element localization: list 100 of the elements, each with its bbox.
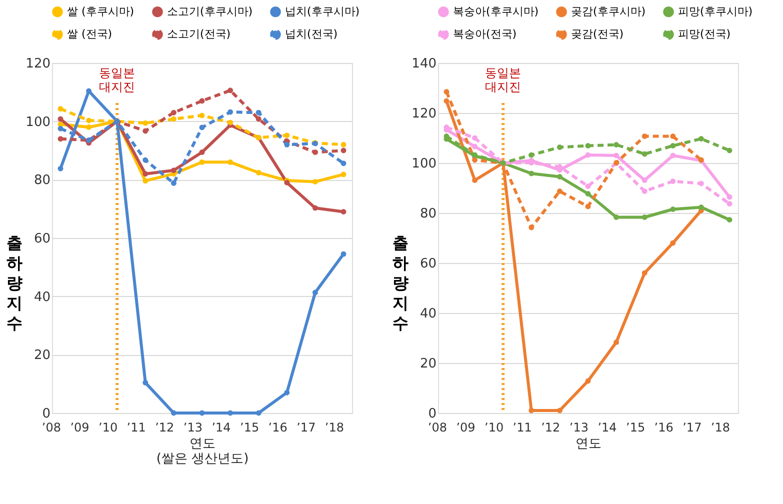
ref-line-label: 동일본 대지진	[99, 66, 136, 94]
x-tick-label: ’13	[569, 420, 588, 434]
point	[256, 116, 262, 122]
point	[170, 116, 176, 122]
point	[726, 148, 732, 154]
point	[256, 410, 262, 416]
point	[614, 214, 620, 220]
point	[585, 152, 591, 158]
point	[142, 380, 148, 386]
point	[199, 124, 205, 130]
x-tick-label: ’18	[710, 420, 730, 434]
point	[556, 144, 562, 150]
x-tick-label: ’10	[98, 420, 118, 434]
point	[614, 340, 620, 345]
point	[556, 188, 562, 194]
point	[444, 98, 450, 104]
point	[142, 128, 148, 134]
point	[340, 160, 346, 166]
x-tick-label: ’11	[126, 420, 146, 434]
point	[199, 159, 205, 165]
point	[228, 410, 234, 416]
x-axis-title: 연도	[576, 436, 602, 452]
x-tick-label: ’09	[70, 420, 90, 434]
point	[142, 178, 148, 184]
x-tick-label: ’10	[484, 420, 504, 434]
point	[170, 168, 176, 174]
point	[284, 132, 290, 138]
y-tick-label: 0	[42, 406, 50, 422]
point	[228, 88, 234, 94]
x-tick-label: ’12	[541, 420, 560, 434]
point	[228, 109, 234, 115]
point	[585, 191, 591, 196]
y-axis-title: 출하량 지수	[392, 234, 408, 332]
point	[670, 178, 676, 184]
point	[698, 136, 704, 142]
point	[312, 205, 318, 211]
point	[472, 135, 478, 141]
point	[58, 166, 64, 172]
x-tick-label: ’15	[626, 420, 646, 434]
point	[642, 178, 648, 183]
point	[170, 180, 176, 186]
y-tick-label: 60	[34, 232, 50, 246]
point	[528, 408, 534, 414]
y-tick-label: 60	[420, 256, 436, 272]
point	[58, 116, 64, 122]
point	[726, 194, 732, 200]
point	[614, 152, 620, 158]
point	[256, 170, 262, 176]
point	[284, 142, 290, 148]
y-tick-label: 120	[412, 106, 436, 122]
legend-label: 넙치(후쿠시마)	[285, 4, 360, 18]
point	[58, 126, 64, 132]
point	[444, 89, 450, 94]
point	[726, 201, 732, 206]
y-tick-label: 140	[412, 56, 436, 72]
point	[199, 150, 205, 155]
point	[86, 124, 92, 130]
x-tick-label: ’14	[212, 420, 231, 434]
point	[472, 178, 478, 183]
point	[170, 410, 176, 416]
point	[86, 118, 92, 124]
point	[58, 136, 64, 142]
x-tick-label: ’11	[512, 420, 532, 434]
point	[340, 142, 346, 148]
legend-label: 곶감(후쿠시마)	[571, 4, 646, 18]
point	[585, 204, 591, 210]
point	[528, 152, 534, 158]
point	[726, 217, 732, 222]
y-tick-label: 80	[34, 173, 50, 188]
point	[340, 209, 346, 214]
point	[228, 159, 234, 165]
point	[642, 270, 648, 276]
point	[199, 98, 205, 104]
point	[670, 240, 676, 246]
point	[142, 171, 148, 177]
point	[284, 390, 290, 396]
point	[340, 148, 346, 154]
x-tick-label: ’08	[428, 420, 447, 434]
point	[472, 157, 478, 163]
y-tick-label: 100	[412, 156, 436, 172]
point	[228, 120, 234, 126]
point	[142, 120, 148, 126]
y-axis-title: 출하량 지수	[6, 234, 22, 332]
point	[614, 142, 620, 148]
y-tick-label: 80	[420, 206, 436, 222]
point	[312, 178, 318, 184]
point	[199, 410, 205, 416]
x-tick-label: ’17	[682, 420, 702, 434]
legend-label: 피망(후쿠시마)	[678, 4, 753, 18]
point	[528, 170, 534, 176]
x-tick-label: ’13	[183, 420, 202, 434]
point	[528, 224, 534, 230]
point	[642, 188, 648, 194]
point	[642, 214, 648, 220]
point	[585, 143, 591, 148]
x-axis-title: 연도 (쌀은 생산년도)	[156, 436, 249, 466]
point	[312, 290, 318, 296]
point	[340, 251, 346, 257]
point	[670, 143, 676, 148]
point	[199, 112, 205, 118]
